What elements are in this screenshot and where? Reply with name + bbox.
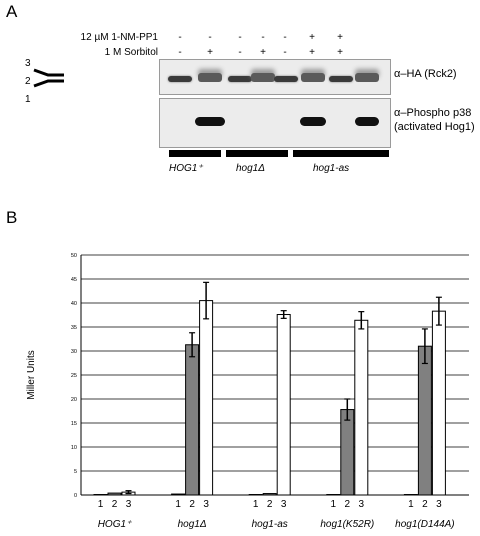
rck2-band bbox=[198, 73, 222, 82]
y-tick-label: 15 bbox=[71, 421, 77, 427]
y-tick-label: 40 bbox=[71, 301, 77, 307]
lane-label: 1 bbox=[98, 499, 104, 510]
rck2-band bbox=[168, 76, 192, 82]
lane-label: 2 bbox=[345, 499, 351, 510]
condition-2-sign-lane-2: + bbox=[207, 47, 213, 58]
condition-2-sign-lane-4: + bbox=[260, 47, 266, 58]
y-axis-label: Miller Units bbox=[26, 350, 37, 399]
condition-1-sign-lane-4: - bbox=[261, 32, 265, 43]
y-tick-label: 10 bbox=[71, 445, 77, 451]
lane-label: 2 bbox=[267, 499, 273, 510]
category-label: hog1Δ bbox=[178, 519, 207, 530]
y-tick-label: 25 bbox=[71, 373, 77, 379]
y-tick-label: 50 bbox=[71, 253, 77, 259]
blot-rck2-label: α–HA (Rck2) bbox=[394, 68, 457, 80]
bar-3-group-5 bbox=[431, 310, 446, 496]
category-label: hog1(D144A) bbox=[395, 519, 454, 530]
y-tick-label: 20 bbox=[71, 397, 77, 403]
phospho-hog1-band bbox=[300, 117, 326, 126]
condition-2-sign-lane-6: + bbox=[309, 47, 315, 58]
genotype-label-hog1delta: hog1Δ bbox=[236, 163, 265, 174]
y-tick-label: 5 bbox=[74, 469, 77, 475]
condition-2-sign-lane-7: + bbox=[337, 47, 343, 58]
condition-2-sign-lane-3: - bbox=[238, 47, 242, 58]
genotype-label-hog1plus: HOG1⁺ bbox=[169, 163, 203, 174]
category-label: hog1-as bbox=[252, 519, 288, 530]
lane-label: 1 bbox=[331, 499, 337, 510]
lane-label: 3 bbox=[126, 499, 132, 510]
condition-2-label: 1 M Sorbitol bbox=[104, 47, 158, 58]
genotype-bar-hog1delta bbox=[226, 150, 288, 157]
lane-label: 2 bbox=[189, 499, 195, 510]
blot-rck2 bbox=[159, 59, 391, 95]
bar-3-group-2 bbox=[199, 300, 214, 496]
lane-label: 3 bbox=[436, 499, 442, 510]
lane-label: 2 bbox=[422, 499, 428, 510]
blot-phospho-p38 bbox=[159, 98, 391, 148]
bar-3-group-3 bbox=[276, 314, 291, 496]
panel-b-label: B bbox=[6, 208, 18, 227]
phospho-hog1-band bbox=[355, 117, 379, 126]
condition-1-sign-lane-2: - bbox=[208, 32, 212, 43]
lane-label: 3 bbox=[281, 499, 287, 510]
phospho-hog1-band bbox=[195, 117, 225, 126]
bar-2-group-5 bbox=[417, 345, 432, 496]
category-label: HOG1⁺ bbox=[98, 519, 132, 530]
condition-1-sign-lane-5: - bbox=[283, 32, 287, 43]
lane-label: 1 bbox=[253, 499, 259, 510]
bar-1-group-2 bbox=[171, 493, 186, 496]
lane-label: 1 bbox=[175, 499, 181, 510]
size-marker-1: 1 bbox=[25, 94, 31, 105]
condition-1-sign-lane-6: + bbox=[309, 32, 315, 43]
condition-1-sign-lane-7: + bbox=[337, 32, 343, 43]
genotype-bar-hog1plus bbox=[169, 150, 221, 157]
condition-2-sign-lane-1: - bbox=[178, 47, 182, 58]
rck2-band bbox=[251, 73, 275, 82]
category-label: hog1(K52R) bbox=[320, 519, 374, 530]
condition-1-sign-lane-3: - bbox=[238, 32, 242, 43]
size-marker-3: 3 bbox=[25, 58, 31, 69]
panel-a-label: A bbox=[6, 2, 18, 21]
genotype-bar-hog1as bbox=[293, 150, 389, 157]
lane-label: 3 bbox=[359, 499, 365, 510]
y-tick-label: 45 bbox=[71, 277, 77, 283]
lane-label: 1 bbox=[408, 499, 414, 510]
bar-2-group-2 bbox=[185, 344, 200, 496]
band-marker-arrows bbox=[33, 68, 64, 88]
rck2-band bbox=[355, 73, 379, 82]
size-marker-2: 2 bbox=[25, 76, 31, 87]
rck2-band bbox=[274, 76, 298, 82]
blot-phospho-label-line1: α–Phospho p38 bbox=[394, 107, 472, 119]
condition-1-label: 12 µM 1-NM-PP1 bbox=[80, 32, 158, 43]
y-tick-label: 30 bbox=[71, 349, 77, 355]
bar-3-group-4 bbox=[354, 319, 369, 496]
lane-label: 2 bbox=[112, 499, 118, 510]
rck2-band bbox=[301, 73, 325, 82]
y-tick-label: 0 bbox=[74, 493, 77, 499]
bar-2-group-1 bbox=[107, 492, 122, 496]
blot-phospho-label-line2: (activated Hog1) bbox=[394, 121, 475, 133]
y-tick-label: 35 bbox=[71, 325, 77, 331]
condition-1-sign-lane-1: - bbox=[178, 32, 182, 43]
bar-2-group-3 bbox=[262, 493, 277, 496]
rck2-band bbox=[329, 76, 353, 82]
genotype-label-hog1as: hog1-as bbox=[313, 163, 350, 174]
condition-2-sign-lane-5: - bbox=[283, 47, 287, 58]
rck2-band bbox=[228, 76, 252, 82]
bar-2-group-4 bbox=[340, 409, 355, 496]
lane-label: 3 bbox=[203, 499, 209, 510]
